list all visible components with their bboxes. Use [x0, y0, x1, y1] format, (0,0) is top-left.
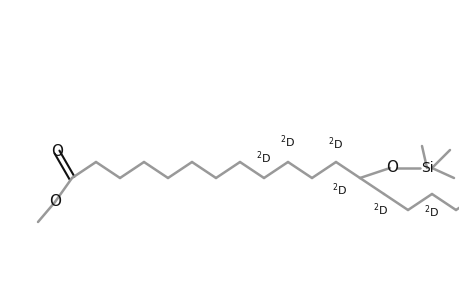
Text: $^2$D: $^2$D: [256, 150, 271, 166]
Text: O: O: [51, 145, 63, 160]
Text: $^2$D: $^2$D: [372, 202, 387, 218]
Text: $^2$D: $^2$D: [424, 204, 439, 220]
Text: $^2$D: $^2$D: [332, 182, 347, 198]
Text: Si: Si: [420, 161, 432, 175]
Text: O: O: [385, 160, 397, 175]
Text: $^2$D: $^2$D: [280, 134, 295, 150]
Text: O: O: [49, 194, 61, 209]
Text: $^2$D: $^2$D: [328, 136, 343, 152]
